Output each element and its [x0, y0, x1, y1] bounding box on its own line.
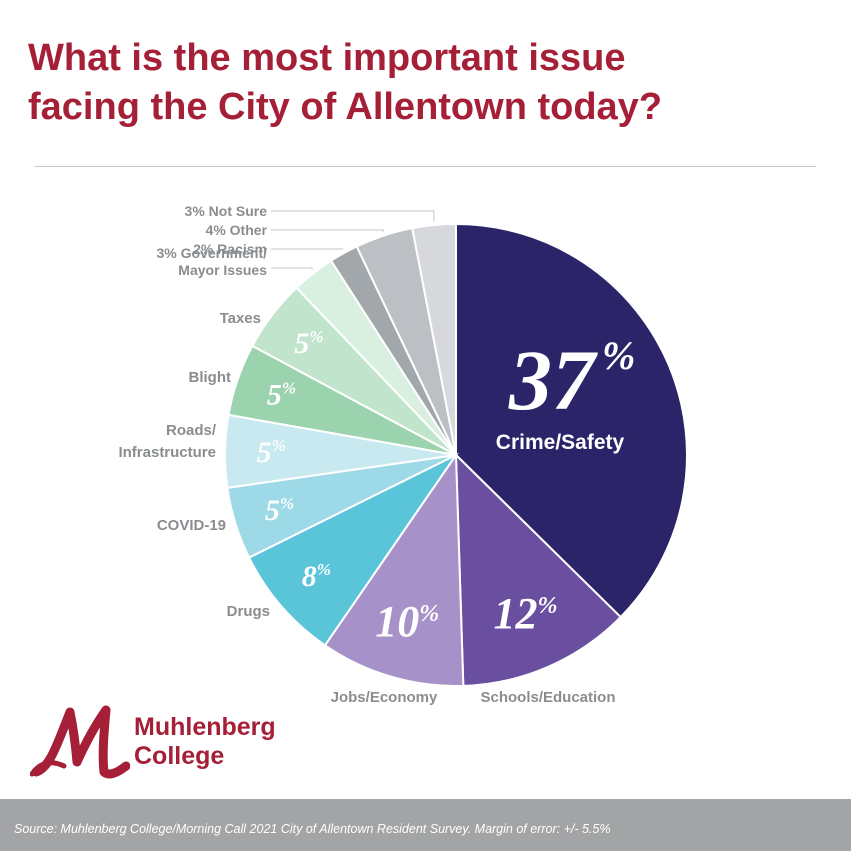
category-label-2-racism: 2% Racism: [193, 241, 267, 257]
muhlenberg-m-emblem-icon: [29, 705, 131, 779]
category-label-drugs: Drugs: [227, 603, 270, 620]
category-label-3-government-mayor-issues-line-1: 3% Government/: [157, 245, 268, 261]
percent-sign: %: [602, 333, 635, 378]
category-label-jobs-economy: Jobs/Economy: [331, 689, 438, 706]
value-label-crime-safety: 37: [508, 332, 598, 428]
category-label-roads-infrastructure-line-1: Roads/: [166, 422, 217, 439]
chart-title: What is the most important issue facing …: [28, 34, 828, 132]
leader-line-3-not-sure: [271, 210, 435, 222]
category-label-blight: Blight: [189, 369, 232, 386]
source-footer: Source: Muhlenberg College/Morning Call …: [0, 799, 851, 851]
pie-chart: 37 % Crime/Safety 12% Schools/Education 10% Jo…: [118, 203, 688, 706]
category-label-4-other: 4% Other: [206, 222, 268, 238]
category-label-schools-education: Schools/Education: [480, 689, 615, 706]
logo-line-2: College: [134, 742, 225, 770]
category-label-roads-infrastructure-line-2: Infrastructure: [118, 444, 216, 461]
value-label-schools-education: 12%: [494, 589, 558, 638]
pie-slices: [224, 222, 688, 687]
slice-crime-safety: [455, 222, 688, 619]
value-label-taxes: 5%: [294, 327, 323, 360]
category-label-3-government-mayor-issues-line-2: Mayor Issues: [178, 262, 267, 278]
slice-schools-education: [454, 452, 623, 687]
title-divider: [34, 166, 816, 167]
title-line-2: facing the City of Allentown today?: [28, 86, 663, 128]
category-label-3-not-sure: 3% Not Sure: [185, 203, 268, 219]
pie-labels: 37 % Crime/Safety 12% Schools/Education 10% Jo…: [118, 203, 635, 706]
category-label-covid-19: COVID-19: [157, 517, 226, 534]
logo-wordmark: Muhlenberg College: [134, 713, 276, 771]
value-label-blight: 5%: [267, 379, 296, 412]
category-label-crime-safety: Crime/Safety: [496, 431, 625, 454]
slice-jobs-economy: [323, 451, 465, 687]
leader-line-4-other: [271, 229, 384, 232]
source-note: Source: Muhlenberg College/Morning Call …: [14, 822, 611, 836]
value-label-drugs: 8%: [302, 560, 331, 593]
title-line-1: What is the most important issue: [28, 37, 626, 79]
category-label-taxes: Taxes: [220, 310, 261, 327]
muhlenberg-logo: Muhlenberg College: [29, 702, 290, 784]
value-label-jobs-economy: 10%: [375, 597, 439, 646]
value-label-covid-19: 5%: [265, 494, 294, 527]
value-label-roads-infrastructure: 5%: [257, 436, 286, 469]
logo-line-1: Muhlenberg: [134, 713, 276, 741]
slice-3-not-sure: [411, 222, 457, 456]
slice-drugs: [247, 452, 460, 647]
leader-line-3-government-mayor-issues: [271, 267, 313, 270]
